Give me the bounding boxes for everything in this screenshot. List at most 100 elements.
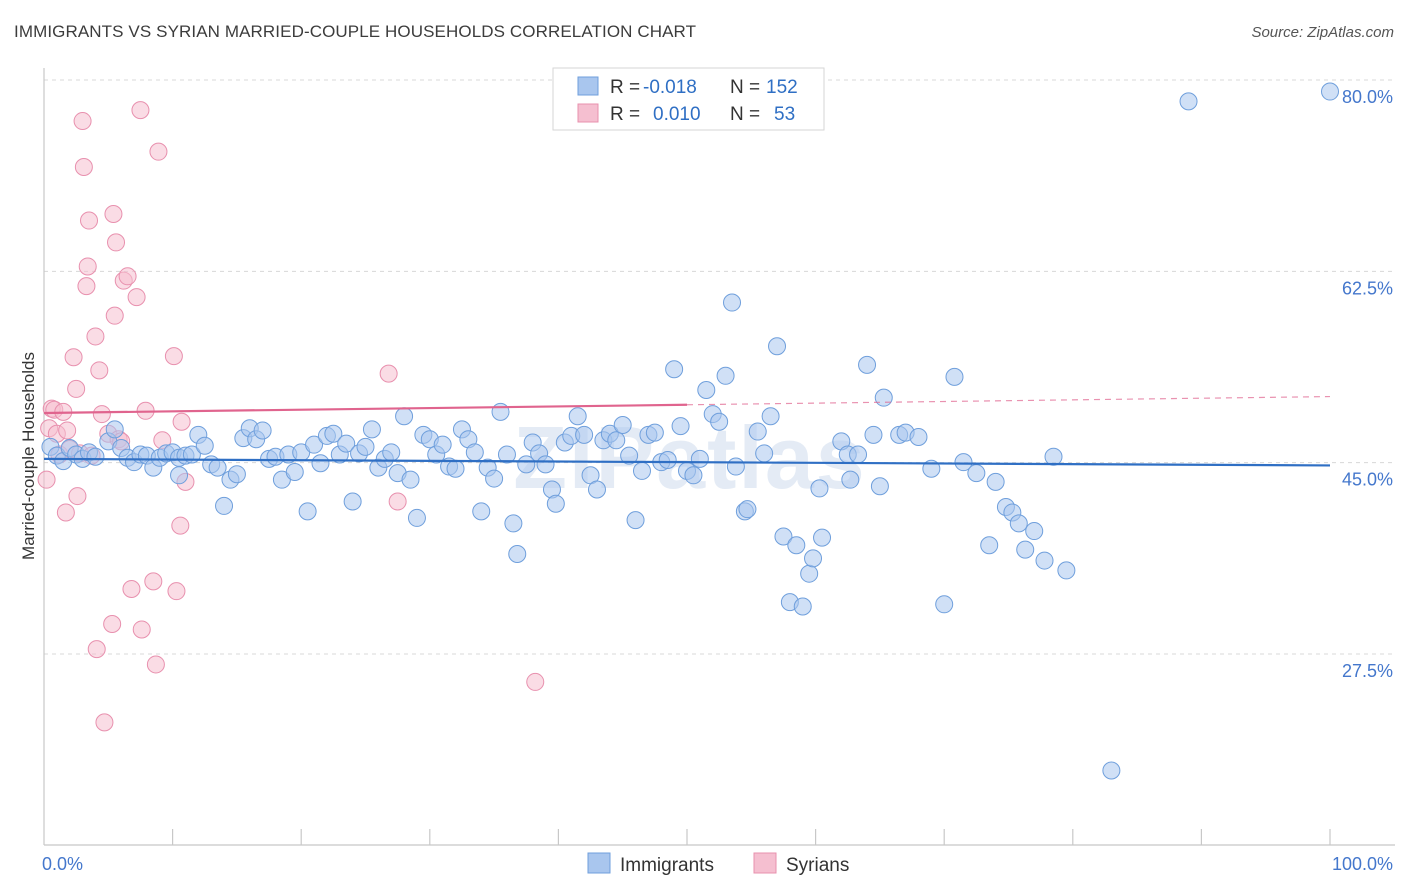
- immigrants-point: [253, 421, 272, 440]
- immigrants-point: [1025, 522, 1044, 541]
- immigrants-point: [446, 459, 465, 478]
- immigrants-point: [626, 511, 645, 530]
- immigrants-point: [723, 293, 742, 312]
- syrians-point: [379, 364, 398, 383]
- syrians-point: [103, 614, 122, 633]
- immigrants-point: [485, 469, 504, 488]
- syrians-point: [132, 620, 151, 639]
- immigrants-point: [337, 434, 356, 453]
- immigrants-point: [504, 514, 523, 533]
- immigrants-point: [1035, 551, 1054, 570]
- immigrants-point: [407, 508, 426, 527]
- syrians-trend-line-extrapolated: [686, 395, 1331, 406]
- immigrants-point: [1102, 761, 1121, 780]
- immigrants-point: [215, 496, 234, 515]
- legend-syrians-swatch: [753, 852, 777, 874]
- immigrants-point: [690, 449, 709, 468]
- x-tick-label-min: 0.0%: [42, 854, 83, 874]
- immigrants-point: [356, 437, 375, 456]
- immigrants-point: [632, 461, 651, 480]
- y-tick-labels: 27.5% 45.0% 62.5% 80.0%: [1342, 87, 1393, 681]
- syrians-point: [58, 421, 77, 440]
- immigrants-point: [849, 445, 868, 464]
- immigrants-point: [738, 500, 757, 519]
- syrians-point: [388, 492, 407, 511]
- immigrants-point: [395, 407, 414, 426]
- syrians-trend-line: [43, 403, 688, 415]
- syrians-point: [92, 405, 111, 424]
- immigrants-point: [517, 455, 536, 474]
- immigrants-point: [382, 443, 401, 462]
- immigrants-point: [285, 463, 304, 482]
- immigrants-point: [954, 453, 973, 472]
- immigrants-point: [755, 444, 774, 463]
- syrians-r-label: R =: [610, 104, 640, 125]
- immigrants-point: [433, 435, 452, 454]
- syrians-point: [68, 487, 87, 506]
- y-axis-title: Married-couple Households: [19, 352, 38, 560]
- immigrants-point: [1016, 540, 1035, 559]
- immigrants-point: [508, 545, 527, 564]
- immigrants-point: [726, 457, 745, 476]
- immigrants-point: [841, 470, 860, 489]
- immigrants-point: [1009, 514, 1028, 533]
- immigrants-n-label: N =: [730, 77, 760, 98]
- immigrants-point: [874, 388, 893, 407]
- syrians-swatch: [577, 103, 599, 123]
- syrians-point: [64, 348, 83, 367]
- immigrants-point: [208, 458, 227, 477]
- syrians-point: [131, 101, 150, 120]
- immigrants-point: [227, 465, 246, 484]
- legend-immigrants-swatch: [587, 852, 611, 874]
- trend-lines: [43, 395, 1331, 467]
- immigrants-point: [298, 502, 317, 521]
- immigrants-point: [343, 492, 362, 511]
- immigrants-point: [909, 428, 928, 447]
- y-tick-label: 45.0%: [1342, 470, 1393, 490]
- immigrants-point: [684, 466, 703, 485]
- syrians-point: [118, 267, 137, 286]
- y-tick-label: 27.5%: [1342, 661, 1393, 681]
- immigrants-point: [768, 337, 787, 356]
- immigrants-point: [105, 420, 124, 439]
- syrians-point: [526, 672, 545, 691]
- syrians-point: [104, 204, 123, 223]
- immigrants-point: [697, 381, 716, 400]
- immigrants-point: [980, 536, 999, 555]
- immigrants-point: [935, 595, 954, 614]
- immigrants-point: [587, 480, 606, 499]
- immigrants-point: [813, 528, 832, 547]
- immigrants-point: [793, 597, 812, 616]
- x-ticks: [172, 829, 1331, 845]
- immigrants-point: [800, 564, 819, 583]
- syrians-point: [80, 211, 99, 230]
- legend-immigrants-label: Immigrants: [620, 855, 714, 876]
- immigrants-point: [170, 466, 189, 485]
- immigrants-point: [324, 424, 343, 443]
- immigrants-swatch: [577, 76, 599, 96]
- legend-syrians-label: Syrians: [786, 855, 849, 876]
- syrians-point: [164, 347, 183, 366]
- syrians-point: [87, 640, 106, 659]
- immigrants-trend-line: [43, 457, 1331, 467]
- syrians-point: [122, 580, 141, 598]
- immigrants-point: [1321, 82, 1339, 101]
- immigrants-point: [986, 472, 1005, 491]
- immigrants-point: [748, 422, 767, 441]
- immigrants-point: [665, 360, 684, 379]
- immigrants-r-value: -0.018: [643, 77, 697, 98]
- syrians-point: [90, 361, 109, 380]
- immigrants-point: [810, 479, 829, 498]
- syrians-n-value: 53: [774, 104, 795, 125]
- immigrants-point: [1044, 447, 1063, 466]
- syrians-point: [146, 655, 165, 674]
- syrians-point: [37, 470, 56, 489]
- syrians-point: [78, 257, 97, 276]
- immigrants-point: [858, 355, 877, 374]
- immigrants-point: [620, 446, 639, 465]
- x-tick-label-max: 100.0%: [1332, 854, 1393, 874]
- immigrants-point: [804, 549, 823, 568]
- immigrants-n-value: 152: [766, 77, 798, 98]
- immigrants-point: [716, 366, 735, 385]
